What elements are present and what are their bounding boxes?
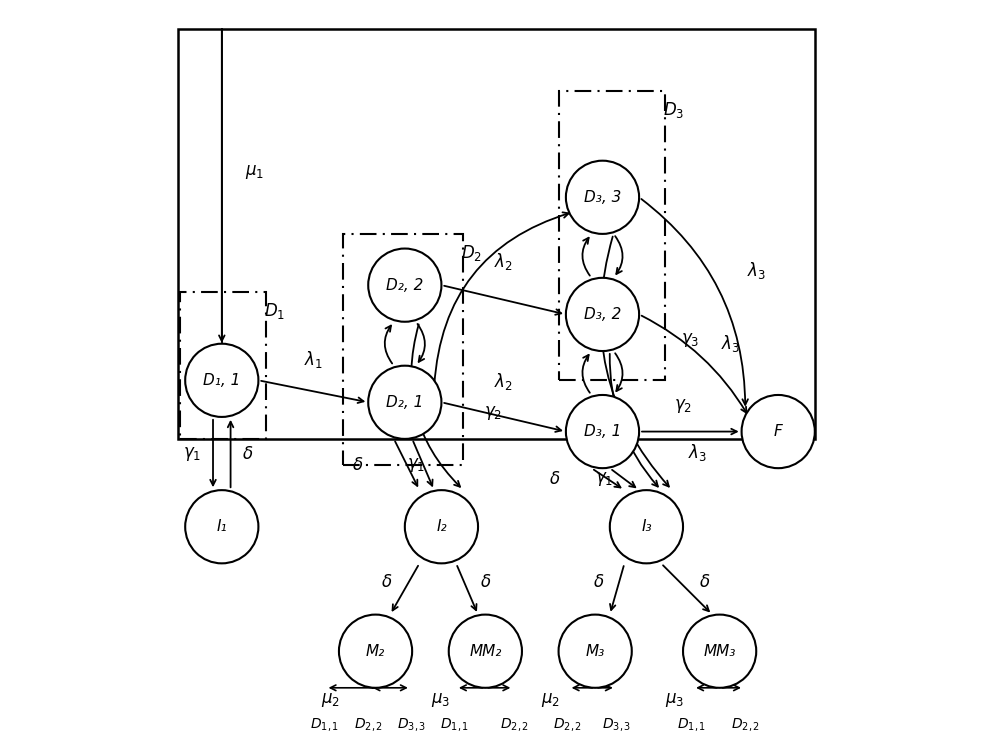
Circle shape (559, 615, 632, 688)
Text: $\delta$: $\delta$ (699, 573, 711, 591)
Circle shape (339, 615, 412, 688)
Text: F: F (774, 424, 783, 439)
Text: $\lambda_3$: $\lambda_3$ (721, 333, 740, 354)
Text: M₂: M₂ (366, 644, 385, 659)
Text: D$_2$: D$_2$ (461, 242, 482, 263)
Circle shape (449, 615, 522, 688)
Text: D$_{2, 2}$: D$_{2, 2}$ (354, 715, 383, 733)
Text: D$_{1, 1}$: D$_{1, 1}$ (440, 715, 469, 733)
Text: MM₃: MM₃ (703, 644, 736, 659)
Text: D₃, 3: D₃, 3 (584, 189, 621, 205)
Text: M₃: M₃ (586, 644, 605, 659)
Text: D₂, 2: D₂, 2 (386, 278, 424, 292)
Text: $\gamma_2$: $\gamma_2$ (484, 404, 502, 422)
Text: $\lambda_1$: $\lambda_1$ (304, 349, 323, 370)
Text: I₃: I₃ (641, 519, 652, 534)
Circle shape (185, 344, 258, 417)
Text: $\delta$: $\delta$ (480, 573, 491, 591)
Text: I₂: I₂ (436, 519, 447, 534)
Circle shape (405, 490, 478, 563)
Text: $\gamma_2$: $\gamma_2$ (674, 397, 692, 415)
Circle shape (566, 278, 639, 351)
Text: $\mu_2$: $\mu_2$ (541, 692, 560, 709)
Text: $\delta$: $\delta$ (593, 573, 605, 591)
Text: $\mu_1$: $\mu_1$ (245, 163, 264, 181)
Text: $\mu_3$: $\mu_3$ (431, 692, 450, 709)
Text: $\delta$: $\delta$ (242, 445, 253, 463)
Text: $\lambda_3$: $\lambda_3$ (747, 260, 766, 281)
Text: D$_{2, 2}$: D$_{2, 2}$ (500, 715, 529, 733)
Text: $\lambda_2$: $\lambda_2$ (494, 251, 513, 272)
Text: $\delta$: $\delta$ (549, 470, 561, 488)
Text: $\mu_3$: $\mu_3$ (665, 692, 684, 709)
Circle shape (610, 490, 683, 563)
Text: D$_1$: D$_1$ (264, 301, 285, 322)
Text: $\lambda_3$: $\lambda_3$ (688, 442, 707, 463)
Text: D$_{2, 2}$: D$_{2, 2}$ (553, 715, 582, 733)
Text: D$_{1, 1}$: D$_{1, 1}$ (310, 715, 339, 733)
Text: D$_{3, 3}$: D$_{3, 3}$ (602, 715, 632, 733)
Text: D₁, 1: D₁, 1 (203, 373, 240, 388)
Text: $\mu_2$: $\mu_2$ (321, 692, 340, 709)
Text: I₁: I₁ (216, 519, 227, 534)
Circle shape (683, 615, 756, 688)
Circle shape (185, 490, 258, 563)
Text: D₃, 1: D₃, 1 (584, 424, 621, 439)
Text: $\gamma_1$: $\gamma_1$ (595, 470, 613, 488)
Text: $\delta$: $\delta$ (381, 573, 392, 591)
Text: $\gamma_1$: $\gamma_1$ (183, 445, 202, 463)
Circle shape (742, 395, 815, 468)
Text: D₂, 1: D₂, 1 (386, 395, 424, 410)
Text: D$_{3, 3}$: D$_{3, 3}$ (397, 715, 427, 733)
Text: D$_3$: D$_3$ (663, 100, 684, 120)
Text: MM₂: MM₂ (469, 644, 502, 659)
Circle shape (368, 366, 441, 439)
Circle shape (566, 395, 639, 468)
Text: $\gamma_1$: $\gamma_1$ (407, 456, 425, 474)
Circle shape (566, 160, 639, 234)
Text: D$_{1, 1}$: D$_{1, 1}$ (677, 715, 706, 733)
Text: $\lambda_2$: $\lambda_2$ (494, 372, 513, 392)
Circle shape (368, 248, 441, 322)
Text: D₃, 2: D₃, 2 (584, 307, 621, 322)
Text: $\gamma_3$: $\gamma_3$ (681, 331, 700, 349)
Text: D$_{2, 2}$: D$_{2, 2}$ (731, 715, 760, 733)
Text: $\delta$: $\delta$ (352, 456, 363, 474)
